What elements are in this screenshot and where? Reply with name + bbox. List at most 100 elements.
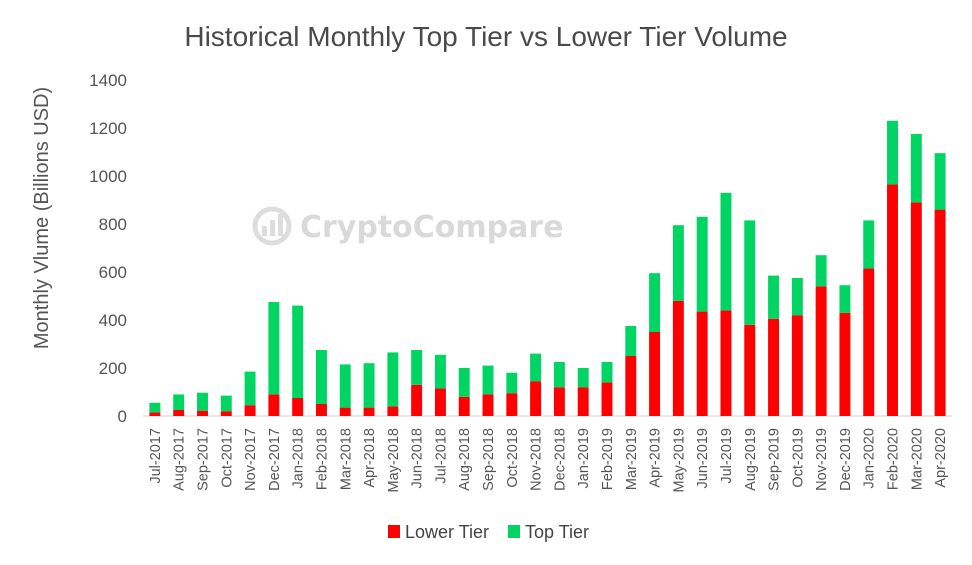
bar-lower-tier-sep-2018 [482,394,494,416]
y-tick-label: 1000 [89,167,127,186]
bar-lower-tier-mar-2020 [910,202,922,416]
bar-lower-tier-jan-2020 [863,268,875,416]
bar-top-tier-nov-2017 [244,371,256,406]
bar-lower-tier-dec-2018 [553,387,565,416]
bar-top-tier-nov-2019 [815,255,827,287]
legend-swatch-lower-tier [388,525,400,538]
bar-top-tier-oct-2019 [791,278,803,316]
bar-lower-tier-oct-2019 [791,315,803,416]
x-tick-label: Sep-2018 [481,428,497,491]
bar-lower-tier-mar-2018 [339,407,351,416]
y-tick-label: 200 [99,359,127,378]
x-tick-label: Jul-2018 [433,428,449,484]
bar-top-tier-mar-2020 [910,134,922,203]
x-tick-label: Dec-2019 [838,428,854,491]
bar-lower-tier-oct-2018 [506,393,518,416]
bar-lower-tier-nov-2019 [815,286,827,416]
bar-lower-tier-jan-2019 [577,387,589,416]
x-axis-ticks: Jul-2017 Aug-2017 Sep-2017 Oct-2017 Nov-2017… [148,428,949,492]
bar-top-tier-jun-2018 [411,350,423,385]
bar-lower-tier-may-2018 [387,406,399,416]
bar-top-tier-aug-2019 [744,220,756,325]
x-tick-label: Apr-2018 [362,428,378,488]
bar-top-tier-oct-2017 [220,395,232,412]
y-tick-label: 0 [118,407,127,426]
x-tick-label: Feb-2018 [314,428,330,490]
y-tick-label: 400 [99,311,127,330]
y-tick-label: 600 [99,263,127,282]
bar-top-tier-may-2019 [672,225,684,301]
x-tick-label: Apr-2020 [933,428,949,488]
x-tick-label: Nov-2019 [814,428,830,491]
bar-top-tier-aug-2017 [173,394,185,410]
bar-top-tier-dec-2019 [839,285,851,313]
bar-top-tier-jan-2018 [292,305,304,398]
x-tick-label: Mar-2020 [909,428,925,490]
x-tick-label: Aug-2018 [457,428,473,491]
bar-top-tier-nov-2018 [530,353,542,382]
bar-lower-tier-dec-2017 [268,394,280,416]
x-tick-label: Jun-2018 [410,428,426,488]
x-tick-label: Jan-2020 [862,428,878,488]
bar-top-tier-mar-2018 [339,364,351,408]
bar-lower-tier-feb-2019 [601,382,613,416]
bar-lower-tier-jun-2019 [696,311,708,416]
x-tick-label: Mar-2019 [624,428,640,490]
x-tick-label: Oct-2019 [790,428,806,488]
bar-top-tier-feb-2018 [315,350,327,404]
x-tick-label: Feb-2020 [886,428,902,490]
bar-lower-tier-sep-2019 [768,318,780,416]
bar-lower-tier-apr-2019 [649,332,661,416]
x-tick-label: May-2019 [671,428,687,492]
x-tick-label: Sep-2019 [767,428,783,491]
bar-top-tier-jan-2020 [863,220,875,269]
x-tick-label: Feb-2019 [600,428,616,490]
legend-label-lower-tier: Lower Tier [405,522,489,542]
bar-top-tier-jul-2019 [720,192,732,311]
bar-top-tier-apr-2018 [363,363,375,408]
bar-lower-tier-apr-2020 [934,209,946,416]
bar-top-tier-dec-2017 [268,302,280,395]
bar-lower-tier-aug-2019 [744,324,756,416]
x-tick-label: Aug-2019 [743,428,759,491]
x-tick-label: Jul-2019 [719,428,735,484]
x-tick-label: Dec-2018 [552,428,568,491]
watermark-text: CryptoCompare [300,210,564,245]
x-tick-label: Mar-2018 [338,428,354,490]
legend-label-top-tier: Top Tier [525,522,589,542]
bar-lower-tier-feb-2020 [887,184,898,416]
y-axis-ticks: 0 200 400 600 800 1000 1200 1400 [89,71,127,426]
y-tick-label: 800 [99,215,127,234]
x-tick-label: Oct-2018 [505,428,521,488]
bar-lower-tier-apr-2018 [363,407,375,416]
bars [149,120,946,416]
bar-lower-tier-aug-2018 [458,396,470,416]
bar-lower-tier-oct-2017 [220,411,232,416]
bar-lower-tier-jul-2018 [434,388,446,416]
bar-lower-tier-sep-2017 [197,410,208,416]
x-tick-label: Jul-2017 [148,428,164,484]
bar-top-tier-sep-2017 [197,392,208,411]
bar-top-tier-jul-2017 [149,402,161,413]
y-axis-label: Monthly Vlume (Billions USD) [31,87,53,349]
bar-top-tier-feb-2019 [601,362,613,383]
bar-top-tier-aug-2018 [458,368,470,397]
bar-top-tier-may-2018 [387,352,399,407]
x-tick-label: Jun-2019 [695,428,711,488]
bar-lower-tier-nov-2018 [530,381,542,416]
legend: Lower Tier Top Tier [388,522,589,542]
bar-top-tier-jul-2018 [434,354,446,389]
bar-top-tier-sep-2018 [482,365,494,395]
chart-title: Historical Monthly Top Tier vs Lower Tie… [184,21,787,52]
bar-top-tier-feb-2020 [887,120,898,185]
bar-lower-tier-aug-2017 [173,410,185,416]
bar-lower-tier-jan-2018 [292,398,304,416]
bar-lower-tier-feb-2018 [315,404,327,416]
x-tick-label: Sep-2017 [195,428,211,491]
bar-lower-tier-dec-2019 [839,312,851,416]
x-tick-label: Jan-2018 [291,428,307,488]
x-tick-label: Dec-2017 [267,428,283,491]
bar-lower-tier-jul-2017 [149,412,161,416]
bar-lower-tier-jul-2019 [720,310,732,416]
